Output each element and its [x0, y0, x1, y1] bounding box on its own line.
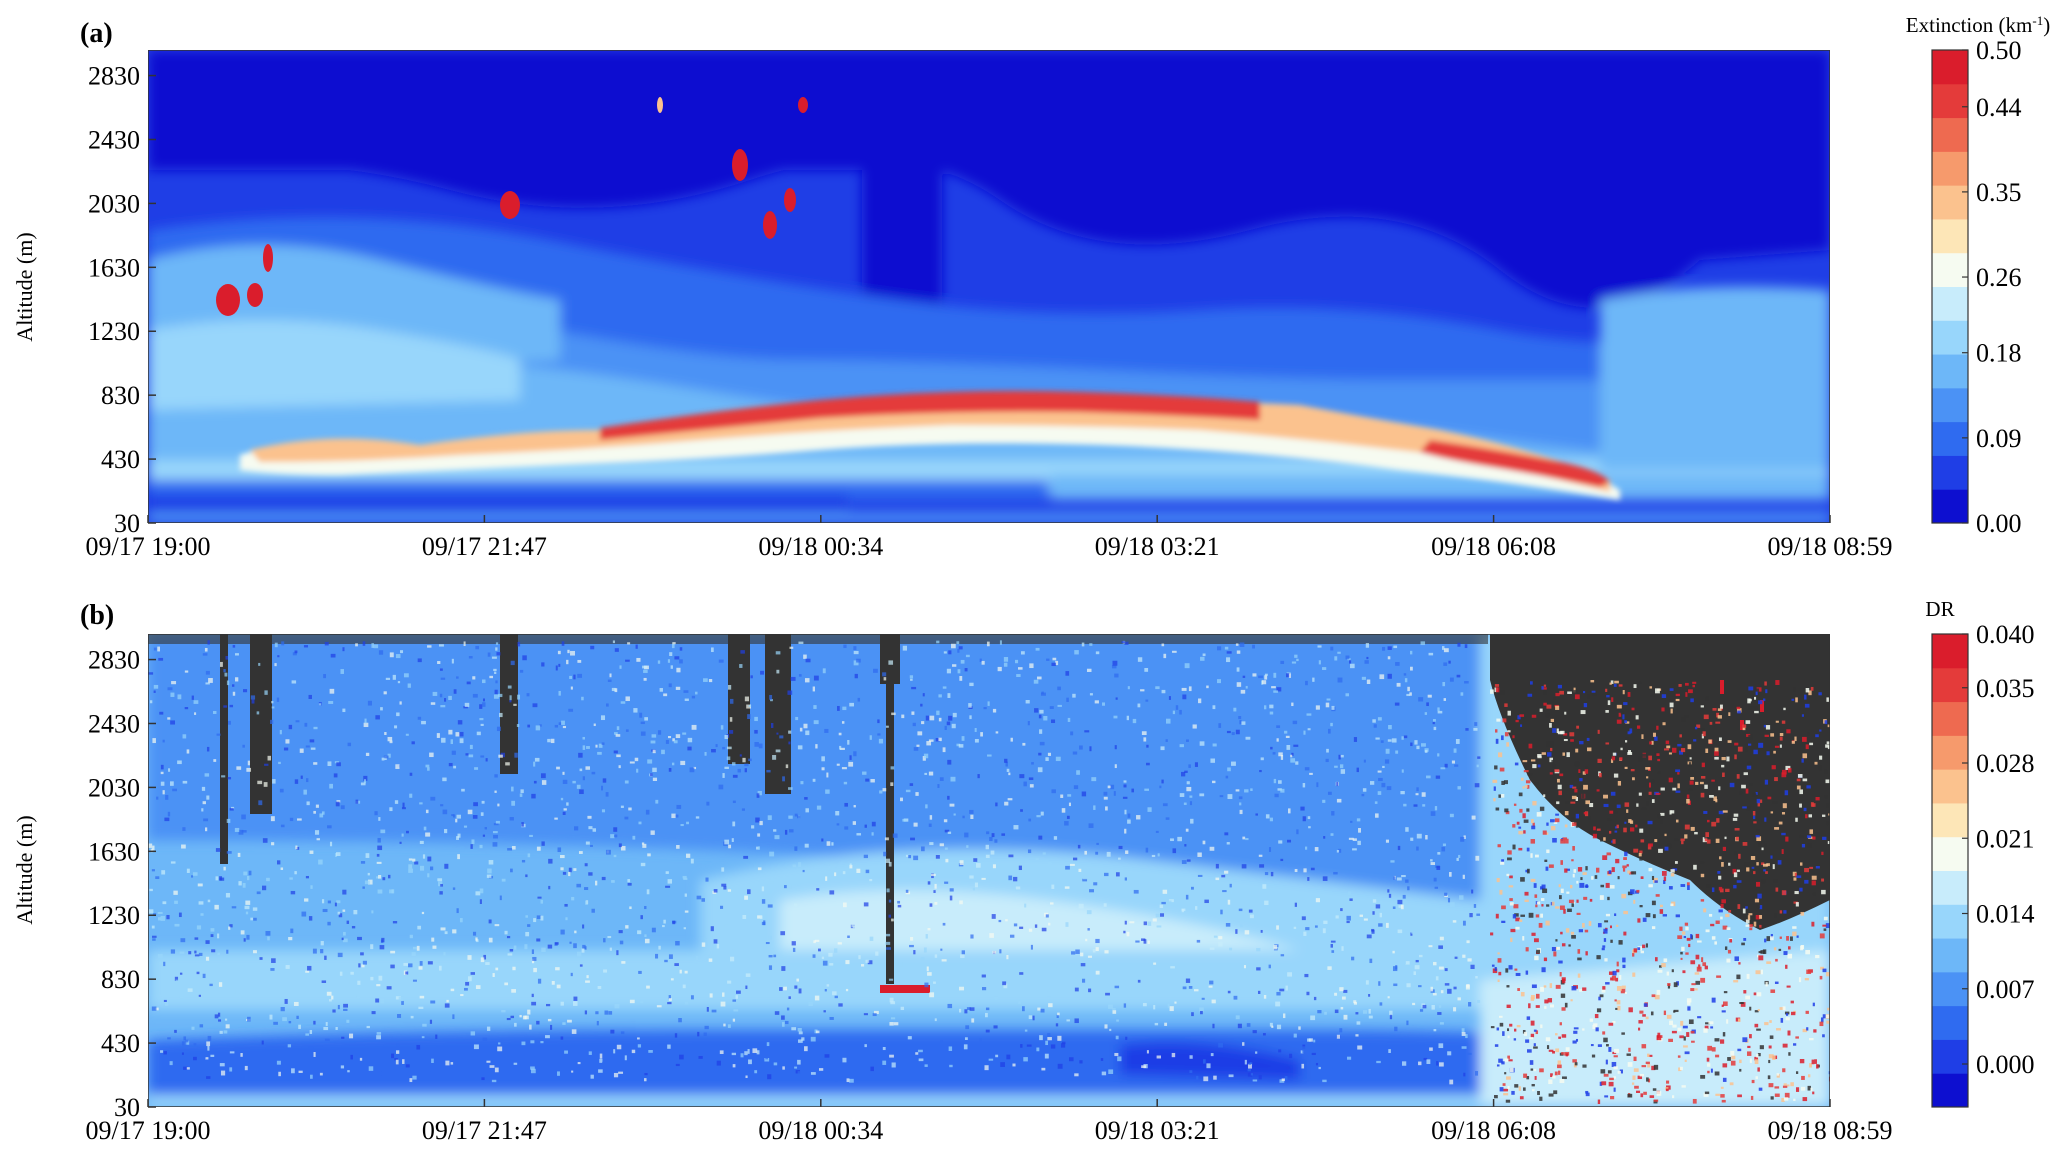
y-tick-label: 1230 — [88, 901, 140, 930]
y-tick-label: 430 — [101, 1029, 140, 1058]
colorbar-segment — [1932, 769, 1968, 804]
colorbar-segment — [1932, 387, 1968, 423]
y-tick-label: 2030 — [88, 189, 140, 218]
colorbar-segment — [1932, 701, 1968, 736]
aerosol-layer-core-2 — [1420, 440, 1610, 487]
y-axis-title-b: Altitude (m) — [12, 815, 37, 924]
colorbar-segment — [1932, 904, 1968, 939]
y-axis-b: Altitude (m) 30 430 830 1230 1630 2030 2430 283… — [12, 646, 156, 1122]
x-axis-b: 09/17 19:00 09/17 21:47 09/18 00:34 09/18 0… — [86, 1099, 1893, 1145]
y-tick-label: 2830 — [88, 646, 140, 675]
colorbar-segment — [1932, 836, 1968, 871]
colorbar-segment — [1932, 185, 1968, 220]
colorbar-tick-label: 0.18 — [1976, 339, 2022, 368]
colorbar-segment — [1932, 489, 1968, 524]
y-tick-label: 1630 — [88, 837, 140, 866]
colorbar-segment — [1932, 1039, 1968, 1074]
x-tick-label: 09/17 19:00 — [86, 532, 211, 561]
y-tick-label: 1630 — [88, 253, 140, 282]
y-tick-label: 1230 — [88, 317, 140, 346]
y-tick-label: 2030 — [88, 773, 140, 802]
x-tick-label: 09/18 00:34 — [758, 1116, 883, 1145]
colorbar-title-a: Extinction (km-1) — [1906, 13, 2050, 38]
colorbar-segment — [1932, 252, 1968, 287]
y-tick-label: 30 — [114, 1093, 140, 1122]
colorbar-segment — [1932, 354, 1968, 389]
x-axis-a: 09/17 19:00 09/17 21:47 09/18 00:34 09/18 0… — [86, 515, 1893, 561]
aerosol-layer-mid — [250, 395, 1610, 492]
colorbar-segment — [1932, 151, 1968, 186]
colorbar-tick-label: 0.50 — [1976, 36, 2022, 65]
colorbar-segment — [1932, 938, 1968, 973]
x-tick-label: 09/18 00:34 — [758, 532, 883, 561]
x-tick-label: 09/17 21:47 — [422, 1116, 547, 1145]
y-axis-a: Altitude (m) 30 430 830 1230 1630 2030 2430 283… — [12, 62, 156, 538]
panel-label-b: (b) — [80, 600, 114, 631]
panel-b: (b) — [12, 597, 2035, 1145]
colorbar-segment — [1932, 1005, 1968, 1040]
colorbar-tick-label: 0.44 — [1976, 93, 2022, 122]
colorbar-tick-label: 0.021 — [1976, 824, 2035, 853]
y-tick-label: 830 — [101, 381, 140, 410]
colorbar-tick-label: 0.35 — [1976, 178, 2022, 207]
aerosol-layer-core — [600, 391, 1260, 440]
colorbar-segment — [1932, 117, 1968, 152]
missing-data-b — [148, 634, 1830, 984]
heatmap-a — [148, 50, 1830, 523]
x-tick-label: 09/18 08:59 — [1768, 532, 1893, 561]
panel-a: (a) — [12, 13, 2050, 562]
colorbar-segment — [1932, 421, 1968, 456]
colorbar-segment — [1932, 83, 1968, 119]
colorbar-segment — [1932, 870, 1968, 905]
x-tick-label: 09/18 03:21 — [1095, 1116, 1220, 1145]
colorbar-a: Extinction (km-1) 0.00 0.09 0.18 0.26 0.35 0.… — [1906, 13, 2050, 539]
colorbar-tick-label: 0.007 — [1976, 975, 2035, 1004]
colorbar-segment — [1932, 455, 1968, 490]
colorbar-b: DR 0.000 0.007 0.014 0.021 0.028 0.035 0.040 — [1925, 597, 2035, 1108]
speckle-texture-b — [148, 640, 1830, 1105]
red-speckles-b — [880, 680, 1764, 993]
y-tick-label: 30 — [114, 509, 140, 538]
colorbar-frame — [1931, 49, 1969, 524]
heatmap-b — [148, 634, 1830, 1107]
colorbar-segment — [1932, 634, 1968, 669]
x-tick-label: 09/18 06:08 — [1431, 532, 1556, 561]
y-tick-label: 2830 — [88, 62, 140, 91]
colorbar-title-b: DR — [1925, 597, 1954, 621]
y-tick-label: 830 — [101, 965, 140, 994]
y-tick-label: 430 — [101, 445, 140, 474]
colorbar-tick-label: 0.014 — [1976, 900, 2035, 929]
cloud-patches-a — [216, 97, 808, 316]
colorbar-segment — [1932, 286, 1968, 321]
x-tick-label: 09/17 19:00 — [86, 1116, 211, 1145]
colorbar-segment — [1932, 50, 1968, 85]
colorbar-tick-label: 0.028 — [1976, 749, 2035, 778]
colorbar-tick-label: 0.00 — [1976, 509, 2022, 538]
x-tick-label: 09/18 03:21 — [1095, 532, 1220, 561]
colorbar-segment — [1932, 735, 1968, 770]
colorbar-segment — [1932, 320, 1968, 355]
x-tick-label: 09/18 06:08 — [1431, 1116, 1556, 1145]
x-tick-label: 09/17 21:47 — [422, 532, 547, 561]
colorbar-segment — [1932, 218, 1968, 254]
y-tick-label: 2430 — [88, 125, 140, 154]
y-tick-label: 2430 — [88, 709, 140, 738]
colorbar-tick-label: 0.000 — [1976, 1050, 2035, 1079]
colorbar-tick-label: 0.040 — [1976, 620, 2035, 649]
panel-label-a: (a) — [80, 18, 113, 49]
x-tick-label: 09/18 08:59 — [1768, 1116, 1893, 1145]
colorbar-segment — [1932, 802, 1968, 838]
colorbar-tick-label: 0.035 — [1976, 674, 2035, 703]
colorbar-frame — [1931, 633, 1969, 1108]
colorbar-segment — [1932, 1073, 1968, 1108]
y-axis-title-a: Altitude (m) — [12, 232, 37, 341]
colorbar-tick-label: 0.09 — [1976, 424, 2022, 453]
colorbar-tick-label: 0.26 — [1976, 263, 2022, 292]
colorbar-segment — [1932, 667, 1968, 703]
